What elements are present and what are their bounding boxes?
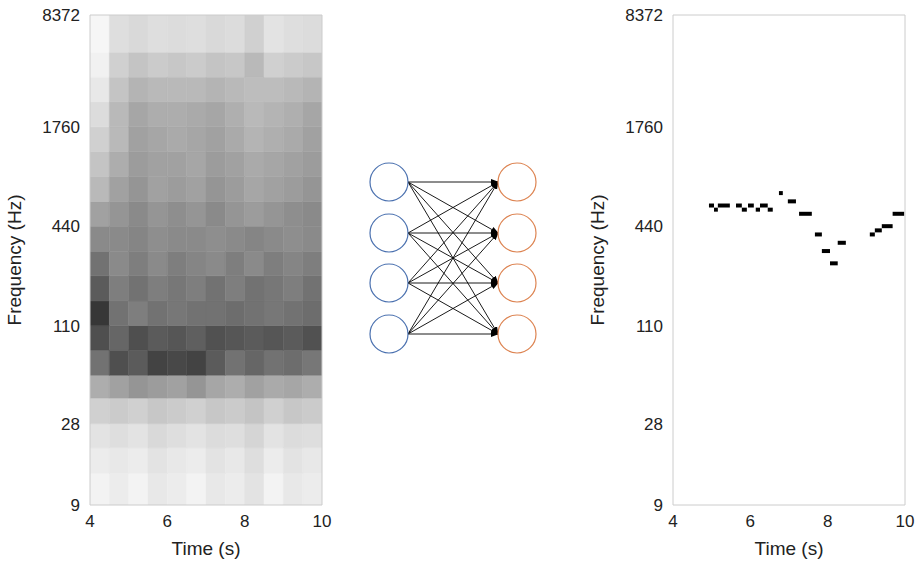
svg-text:10: 10 — [896, 512, 915, 531]
svg-text:6: 6 — [163, 512, 172, 531]
svg-text:8: 8 — [240, 512, 249, 531]
svg-text:1760: 1760 — [625, 118, 663, 137]
svg-text:8372: 8372 — [42, 6, 80, 25]
svg-text:1760: 1760 — [42, 118, 80, 137]
svg-text:440: 440 — [52, 217, 80, 236]
svg-text:9: 9 — [71, 496, 80, 515]
svg-text:Frequency (Hz): Frequency (Hz) — [587, 195, 608, 326]
svg-text:6: 6 — [746, 512, 755, 531]
svg-text:10: 10 — [313, 512, 332, 531]
svg-text:Time (s): Time (s) — [172, 538, 241, 559]
svg-text:440: 440 — [635, 217, 663, 236]
svg-text:8: 8 — [823, 512, 832, 531]
svg-text:110: 110 — [53, 317, 80, 336]
svg-text:Time (s): Time (s) — [755, 538, 824, 559]
svg-text:8372: 8372 — [625, 6, 663, 25]
svg-text:28: 28 — [61, 415, 80, 434]
svg-text:4: 4 — [85, 512, 94, 531]
svg-text:110: 110 — [636, 317, 663, 336]
svg-text:28: 28 — [644, 415, 663, 434]
svg-text:4: 4 — [668, 512, 677, 531]
svg-text:9: 9 — [654, 496, 663, 515]
svg-text:Frequency (Hz): Frequency (Hz) — [4, 195, 25, 326]
